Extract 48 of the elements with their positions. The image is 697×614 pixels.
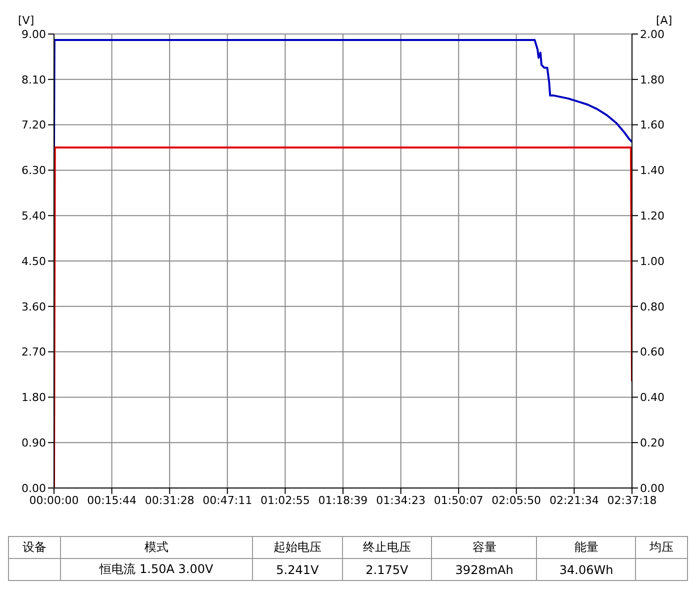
text: 起始电压 — [252, 536, 342, 558]
y2-tick-label: 0.60 — [640, 346, 664, 359]
y2-axis-title: [A] — [656, 14, 672, 27]
y2-tick-label: 0.20 — [640, 436, 664, 450]
x-tick-label: 02:05:50 — [492, 494, 542, 507]
y-tick-label: 6.30 — [22, 164, 46, 178]
y-axis-title: [V] — [18, 14, 34, 27]
text: 5.241V — [252, 558, 342, 580]
text: 2.175V — [342, 558, 432, 580]
text: 容量 — [432, 536, 537, 558]
y-tick-label: 1.80 — [22, 391, 46, 404]
y-tick-label: 2.70 — [22, 346, 46, 359]
y2-tick-label: 0.40 — [640, 391, 664, 404]
text: 34.06Wh — [536, 558, 636, 580]
y2-tick-label: 1.60 — [640, 118, 664, 132]
y-tick-label: 9.00 — [22, 28, 46, 41]
x-tick-label: 02:21:34 — [549, 494, 599, 507]
x-tick-label: 00:15:44 — [87, 494, 137, 507]
x-tick-label: 01:18:39 — [318, 494, 368, 507]
text: 均压 — [636, 536, 688, 558]
y2-tick-label: 1.20 — [640, 210, 664, 223]
x-tick-label: 01:02:55 — [260, 494, 310, 507]
text: 终止电压 — [342, 536, 432, 558]
y2-tick-label: 2.00 — [640, 28, 664, 41]
y2-tick-label: 0.80 — [640, 300, 664, 314]
y-tick-label: 7.20 — [22, 118, 46, 132]
text: 模式 — [60, 536, 253, 558]
y-tick-label: 3.60 — [22, 300, 46, 314]
y2-tick-label: 1.80 — [640, 73, 664, 86]
x-tick-label: 02:37:18 — [607, 494, 657, 507]
text: 能量 — [536, 536, 636, 558]
x-tick-label: 01:50:07 — [434, 494, 484, 507]
y2-tick-label: 1.40 — [640, 164, 664, 178]
y2-tick-label: 1.00 — [640, 254, 664, 268]
y-tick-label: 4.50 — [22, 254, 46, 268]
x-tick-label: 01:34:23 — [376, 494, 426, 507]
y-tick-label: 0.90 — [22, 436, 46, 450]
y2-tick-label: 0.00 — [640, 482, 664, 495]
x-tick-label: 00:31:28 — [144, 494, 194, 507]
x-tick-label: 00:00:00 — [29, 494, 79, 507]
x-tick-label: 00:47:11 — [202, 494, 252, 507]
y-tick-label: 0.00 — [22, 482, 46, 495]
text: 3928mAh — [432, 558, 537, 580]
y-tick-label: 8.10 — [22, 73, 46, 86]
text: 恒电流 1.50A 3.00V — [60, 558, 253, 580]
y-tick-label: 5.40 — [22, 210, 46, 223]
line-series — [54, 39, 632, 148]
text: 设备 — [8, 536, 60, 558]
